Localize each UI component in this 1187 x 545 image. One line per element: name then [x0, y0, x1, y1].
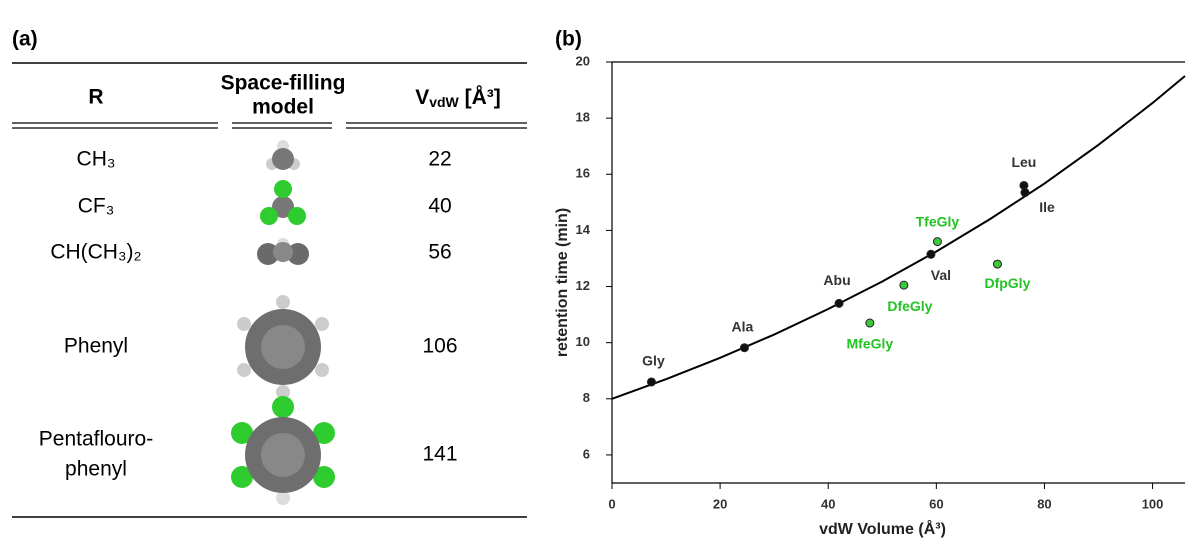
point-label: Gly [642, 353, 665, 369]
panel-label: (a) [12, 28, 38, 51]
y-tick-label: 20 [576, 53, 590, 68]
model-isopropyl [257, 238, 309, 265]
figure: (a) R Space-filling model VvdW [Å³] CH₃ … [0, 0, 1187, 540]
x-tick-label: 20 [713, 496, 727, 511]
header: vdW [429, 94, 459, 110]
x-tick-label: 40 [821, 496, 835, 511]
x-tick-label: 100 [1142, 496, 1164, 511]
point [933, 238, 941, 246]
cell: 141 [422, 443, 457, 466]
fit-curve [612, 76, 1185, 399]
point-label: Leu [1011, 154, 1036, 170]
point-label: MfeGly [847, 336, 894, 352]
model-ch3 [266, 140, 300, 170]
cell: CF₃ [78, 195, 115, 218]
header: Space-filling [221, 72, 346, 95]
cell: 106 [422, 335, 457, 358]
point-label: Val [931, 267, 951, 283]
y-tick-label: 16 [576, 166, 590, 181]
model-cf3 [260, 180, 306, 225]
x-tick-label: 0 [608, 496, 615, 511]
cell: Pentaflouro- [39, 428, 153, 451]
cell: 22 [428, 148, 451, 171]
y-tick-label: 12 [576, 278, 590, 293]
point [993, 260, 1001, 268]
y-axis-title: retention time (min) [554, 208, 571, 357]
header: R [88, 86, 103, 109]
point-label: Ala [732, 318, 754, 334]
model-pentafluorophenyl [231, 396, 335, 505]
cell: CH₃ [77, 148, 116, 171]
header: VvdW [Å³] [415, 85, 501, 110]
point [866, 319, 874, 327]
header: [Å³] [465, 85, 501, 109]
y-tick-label: 14 [576, 222, 591, 237]
point [740, 344, 748, 352]
point-label: Ile [1039, 199, 1055, 215]
point [927, 250, 935, 258]
model-phenyl [237, 295, 329, 399]
point-label: DfpGly [984, 275, 1030, 291]
cell: phenyl [65, 458, 127, 481]
y-tick-label: 8 [583, 390, 590, 405]
point [835, 299, 843, 307]
y-tick-label: 6 [583, 446, 590, 461]
cell: CH(CH₃)₂ [50, 241, 141, 264]
x-tick-label: 60 [929, 496, 943, 511]
point-label: Abu [823, 272, 850, 288]
cell: Phenyl [64, 335, 128, 358]
header: model [252, 96, 314, 119]
chart: (b) 6 8 10 12 14 16 18 20 0 20 40 60 80 100 vdW Volume… [554, 28, 1185, 539]
y-tick-label: 18 [576, 110, 590, 125]
point [647, 378, 655, 386]
cell: 40 [428, 195, 451, 218]
point-label: TfeGly [916, 213, 960, 229]
panel-label: (b) [555, 28, 582, 51]
y-tick-label: 10 [576, 334, 590, 349]
table: (a) R Space-filling model VvdW [Å³] CH₃ … [12, 28, 527, 517]
point [900, 281, 908, 289]
header: V [415, 86, 429, 109]
x-axis-title: vdW Volume (Å³) [819, 519, 946, 538]
point-label: DfeGly [887, 298, 932, 314]
point [1021, 189, 1029, 197]
x-tick-label: 80 [1037, 496, 1051, 511]
double-rule [12, 123, 527, 128]
cell: 56 [428, 241, 451, 264]
